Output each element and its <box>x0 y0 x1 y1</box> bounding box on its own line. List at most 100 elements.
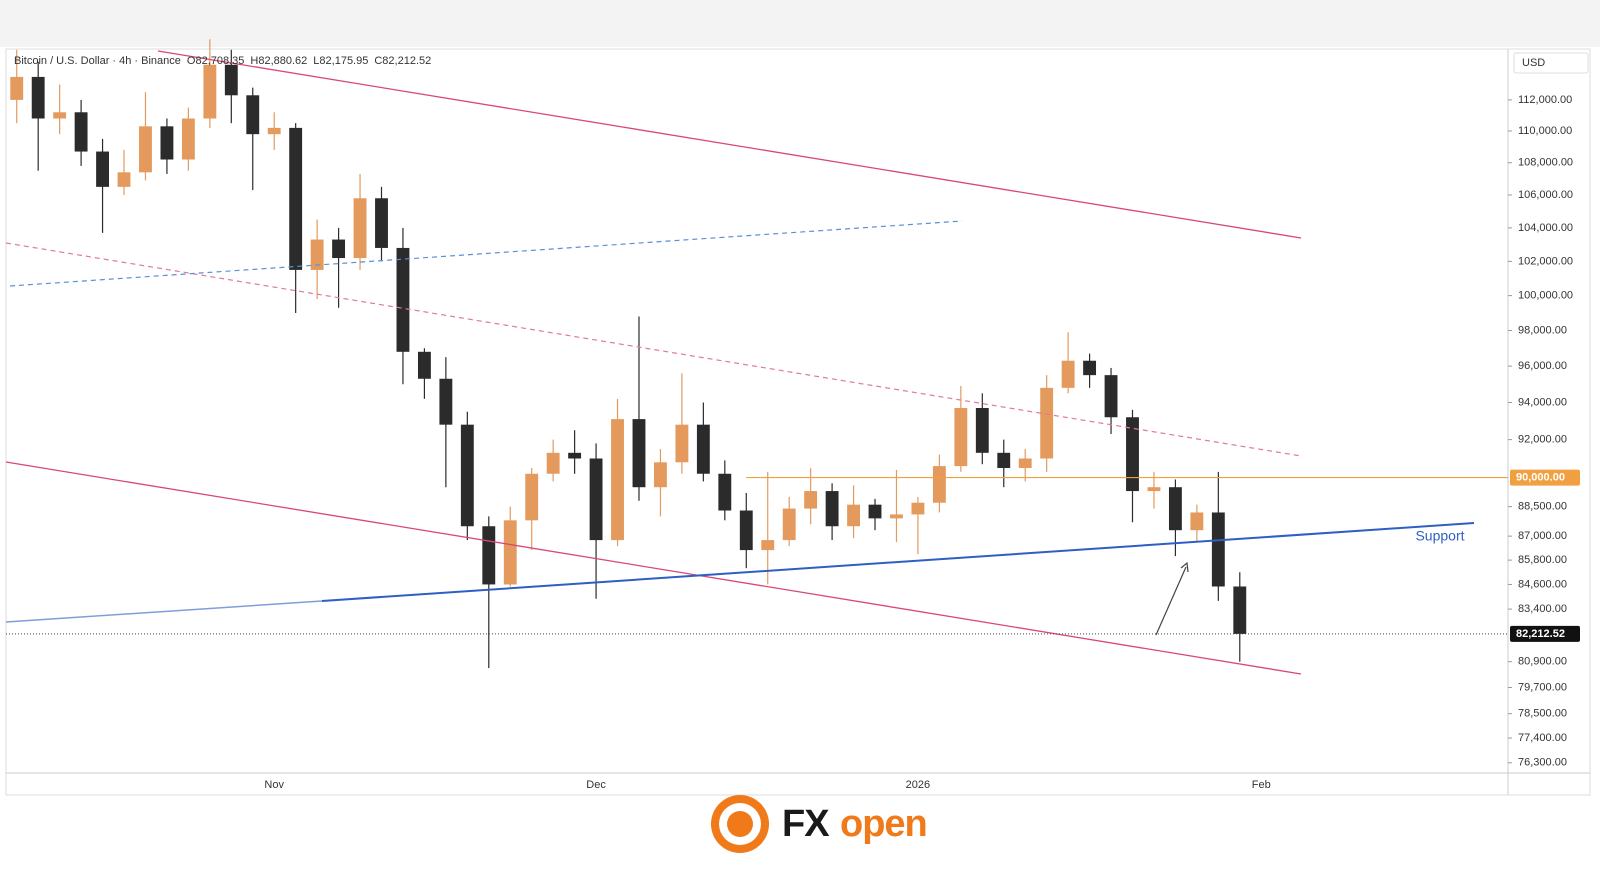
candle-body <box>761 540 775 551</box>
candle-body <box>932 466 946 503</box>
candle-body <box>375 198 388 248</box>
candle-body <box>267 127 281 135</box>
logo-fx: FX <box>782 803 830 845</box>
candle-body <box>139 126 152 173</box>
candle-body <box>1211 512 1225 587</box>
candle-body <box>954 408 968 467</box>
candle-body <box>825 491 839 527</box>
candle-body <box>975 408 989 453</box>
y-tick-label: 87,000.00 <box>1518 530 1567 542</box>
candle-body <box>1040 387 1054 459</box>
candle-body <box>890 514 903 519</box>
candles <box>10 39 1247 669</box>
candle-body <box>589 458 603 541</box>
candle-body <box>439 378 453 425</box>
y-tick-label: 76,300.00 <box>1518 757 1567 769</box>
y-tick-label: 94,000.00 <box>1518 396 1567 408</box>
y-tick-label: 110,000.00 <box>1518 125 1572 137</box>
candle-body <box>203 64 217 119</box>
chart-frame <box>5 48 1591 796</box>
candle-body <box>1104 375 1118 418</box>
x-tick-label: Feb <box>1252 779 1271 791</box>
candle-body <box>654 462 667 488</box>
candle-body <box>117 172 131 187</box>
candle-body <box>1018 458 1032 469</box>
logo-open: open <box>840 803 927 845</box>
candle-body <box>1147 487 1161 492</box>
ohlc-value: H82,880.62 <box>250 55 307 67</box>
y-tick-label: 83,400.00 <box>1518 603 1567 615</box>
currency: USD <box>1522 57 1545 69</box>
candle-body <box>632 419 646 488</box>
y-tick-label: 85,800.00 <box>1518 554 1567 566</box>
top-strip <box>0 0 1600 47</box>
support-label: Support <box>1415 528 1464 544</box>
last-price-label: 82,212.52 <box>1516 628 1565 640</box>
candle-body <box>782 508 796 541</box>
candle-body <box>246 95 260 135</box>
candle-body <box>96 151 109 187</box>
support-line-faint <box>5 600 323 623</box>
ohlc-value: L82,175.95 <box>313 55 368 67</box>
candle-body <box>396 247 410 352</box>
candle-body <box>1126 417 1139 492</box>
y-tick-label: 104,000.00 <box>1518 222 1573 234</box>
y-tick-label: 106,000.00 <box>1518 189 1573 201</box>
y-tick-label: 98,000.00 <box>1518 324 1567 336</box>
candle-body <box>611 419 624 541</box>
candle-body <box>911 502 925 515</box>
candle-body <box>460 424 474 527</box>
candle-body <box>1083 360 1097 376</box>
candle-body <box>525 473 539 521</box>
channel-upper <box>157 50 1302 239</box>
arrow-shaft <box>1155 566 1187 636</box>
candle-body <box>675 424 689 463</box>
candle-body <box>739 510 753 551</box>
candle-body <box>546 452 560 474</box>
ohlc-value: O82,708.35 <box>187 55 245 67</box>
candle-body <box>289 127 303 270</box>
candle-body <box>1233 586 1247 634</box>
candle-body <box>31 76 45 119</box>
candle-body <box>1061 360 1075 388</box>
candle-body <box>997 452 1011 469</box>
x-tick-label: Nov <box>264 779 284 791</box>
candle-body <box>53 112 67 119</box>
x-tick-label: Dec <box>586 779 606 791</box>
candle-body <box>181 118 195 160</box>
candle-body <box>696 424 710 474</box>
candle-body <box>332 239 346 259</box>
candle-body <box>310 239 324 270</box>
candle-body <box>74 112 88 152</box>
y-tick-label: 88,500.00 <box>1518 501 1567 513</box>
level-tag-label: 90,000.00 <box>1516 471 1565 483</box>
y-tick-label: 84,600.00 <box>1518 578 1567 590</box>
last-price-tag <box>1510 625 1580 642</box>
currency-box <box>1513 52 1589 74</box>
y-tick-label: 77,400.00 <box>1518 732 1567 744</box>
candle-body <box>1168 487 1182 531</box>
symbol: Bitcoin / U.S. Dollar · 4h · Binance <box>14 55 181 67</box>
candle-body <box>160 126 174 160</box>
candle-body <box>868 504 882 519</box>
candle-body <box>718 473 732 511</box>
candle-body <box>224 64 238 96</box>
y-tick-label: 100,000.00 <box>1518 290 1573 302</box>
y-tick-label: 108,000.00 <box>1518 157 1573 169</box>
logo-badge-core <box>727 811 753 837</box>
arrow-head <box>1180 561 1189 573</box>
support-line <box>321 522 1475 602</box>
blue-dashed-line <box>9 220 963 287</box>
y-tick-label: 112,000.00 <box>1518 94 1572 106</box>
candle-body <box>10 76 24 100</box>
logo: FX open <box>711 795 928 853</box>
y-tick-label: 102,000.00 <box>1518 255 1573 267</box>
channel-mid <box>5 242 1302 457</box>
x-tick-label: 2026 <box>906 779 930 791</box>
drawings <box>5 50 1475 675</box>
candle-body <box>1190 512 1204 531</box>
candle-body <box>804 491 818 509</box>
y-tick-label: 80,900.00 <box>1518 656 1567 668</box>
